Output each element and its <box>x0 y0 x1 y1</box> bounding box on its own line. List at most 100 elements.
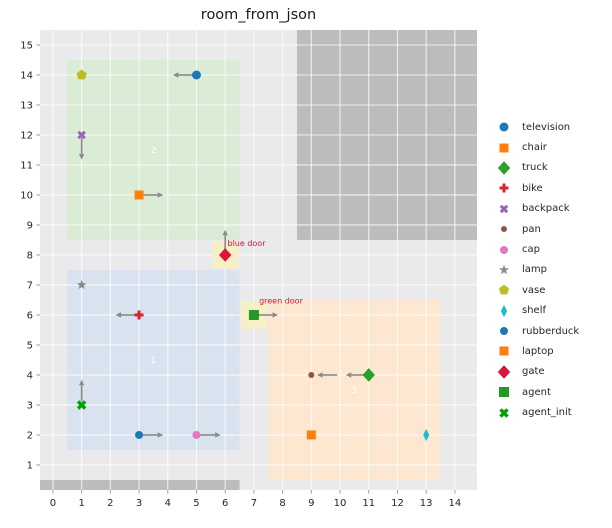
marker-agent_init <box>76 400 87 410</box>
y-tick-label: 7 <box>27 280 33 291</box>
legend: television chair truck bike backpack pan cap la… <box>494 117 579 423</box>
marker-laptop <box>306 430 316 440</box>
y-tick-label: 5 <box>27 340 33 351</box>
legend-item-rubberduck: rubberduck <box>494 321 579 341</box>
truck-marker-icon <box>497 161 511 175</box>
agent-marker-icon <box>499 387 509 398</box>
y-tick-label: 11 <box>20 160 33 171</box>
door-annotation: green door <box>259 297 304 306</box>
legend-label: laptop <box>522 345 554 357</box>
x-tick-label: 0 <box>50 498 56 509</box>
legend-marker-bike <box>499 183 509 193</box>
x-tick-label: 14 <box>449 498 462 509</box>
x-tick-label: 6 <box>222 498 228 509</box>
legend-item-chair: chair <box>494 137 579 157</box>
cap-marker-icon <box>500 245 508 254</box>
legend-label: television <box>522 121 571 133</box>
legend-label: bike <box>522 182 543 194</box>
legend-label: agent <box>522 386 551 398</box>
y-tick-label: 9 <box>27 220 33 231</box>
legend-marker-television <box>499 122 509 132</box>
legend-label: rubberduck <box>522 325 580 337</box>
chair-marker-icon <box>499 143 509 153</box>
y-tick-label: 10 <box>20 190 33 201</box>
legend-marker-truck <box>497 161 511 175</box>
pan-marker-icon <box>501 226 507 233</box>
legend-marker-rubberduck <box>500 327 508 336</box>
bike-marker-icon <box>499 183 509 193</box>
legend-item-truck: truck <box>494 158 579 178</box>
legend-marker-lamp <box>499 264 509 275</box>
marker-pan <box>308 371 315 378</box>
facing-arrow <box>142 192 164 198</box>
legend-label: cap <box>522 244 540 256</box>
region-wall-bottom-left <box>40 479 240 490</box>
legend-item-laptop: laptop <box>494 341 579 361</box>
marker-truck <box>362 368 375 382</box>
legend-marker-pan <box>501 226 507 233</box>
facing-arrow <box>199 432 221 438</box>
marker-shelf <box>423 428 430 442</box>
legend-item-television: television <box>494 117 579 137</box>
legend-marker-vase <box>498 284 510 295</box>
marker-chair <box>134 190 144 200</box>
y-tick-label: 12 <box>20 130 33 141</box>
legend-marker-gate <box>497 365 511 379</box>
y-tick-label: 2 <box>27 430 33 441</box>
facing-arrow <box>115 312 137 318</box>
legend-label: pan <box>522 223 541 235</box>
legend-item-lamp: lamp <box>494 260 579 280</box>
x-tick-label: 2 <box>107 498 113 509</box>
y-tick-label: 6 <box>27 310 33 321</box>
region-room-3 <box>268 299 441 480</box>
x-tick-label: 3 <box>136 498 142 509</box>
legend-item-vase: vase <box>494 280 579 300</box>
marker-cap <box>192 430 201 439</box>
marker-backpack <box>77 130 86 140</box>
room-label-3: 3 <box>352 386 358 396</box>
legend-label: lamp <box>522 264 547 276</box>
legend-item-backpack: backpack <box>494 199 579 219</box>
rubberduck-marker-icon <box>500 327 508 336</box>
vase-marker-icon <box>498 284 510 295</box>
gate-marker-icon <box>497 365 511 379</box>
marker-rubberduck <box>135 430 144 439</box>
x-tick-label: 7 <box>251 498 257 509</box>
room-label-1: 1 <box>151 356 157 366</box>
room-label-2: 2 <box>151 146 157 156</box>
legend-marker-laptop <box>499 346 509 356</box>
legend-item-shelf: shelf <box>494 301 579 321</box>
legend-label: chair <box>522 142 547 154</box>
legend-marker-shelf <box>500 304 508 317</box>
facing-arrow <box>142 432 164 438</box>
facing-arrow <box>172 72 194 78</box>
y-tick-label: 8 <box>27 250 33 261</box>
region-room-2 <box>67 59 240 240</box>
chart-title: room_from_json <box>200 7 317 23</box>
marker-gate <box>218 248 232 262</box>
shelf-marker-icon <box>500 304 508 317</box>
x-tick-label: 5 <box>193 498 199 509</box>
laptop-marker-icon <box>499 346 509 356</box>
facing-arrow <box>317 372 338 378</box>
legend-marker-chair <box>499 143 509 153</box>
x-tick-label: 13 <box>420 498 433 509</box>
marker-vase <box>76 69 87 80</box>
legend-item-bike: bike <box>494 178 579 198</box>
y-tick-label: 15 <box>20 40 33 51</box>
y-tick-label: 13 <box>20 100 33 111</box>
y-tick-label: 1 <box>27 460 33 471</box>
lamp-marker-icon <box>499 264 509 275</box>
region-room-1 <box>67 269 240 450</box>
facing-arrow <box>78 137 85 160</box>
legend-item-pan: pan <box>494 219 579 239</box>
x-tick-label: 12 <box>391 498 404 509</box>
television-marker-icon <box>499 122 509 132</box>
legend-label: gate <box>522 366 545 378</box>
marker-bike <box>134 310 144 320</box>
y-tick-label: 4 <box>27 370 33 381</box>
legend-marker-agent_init <box>499 407 509 418</box>
facing-arrow <box>257 312 279 318</box>
